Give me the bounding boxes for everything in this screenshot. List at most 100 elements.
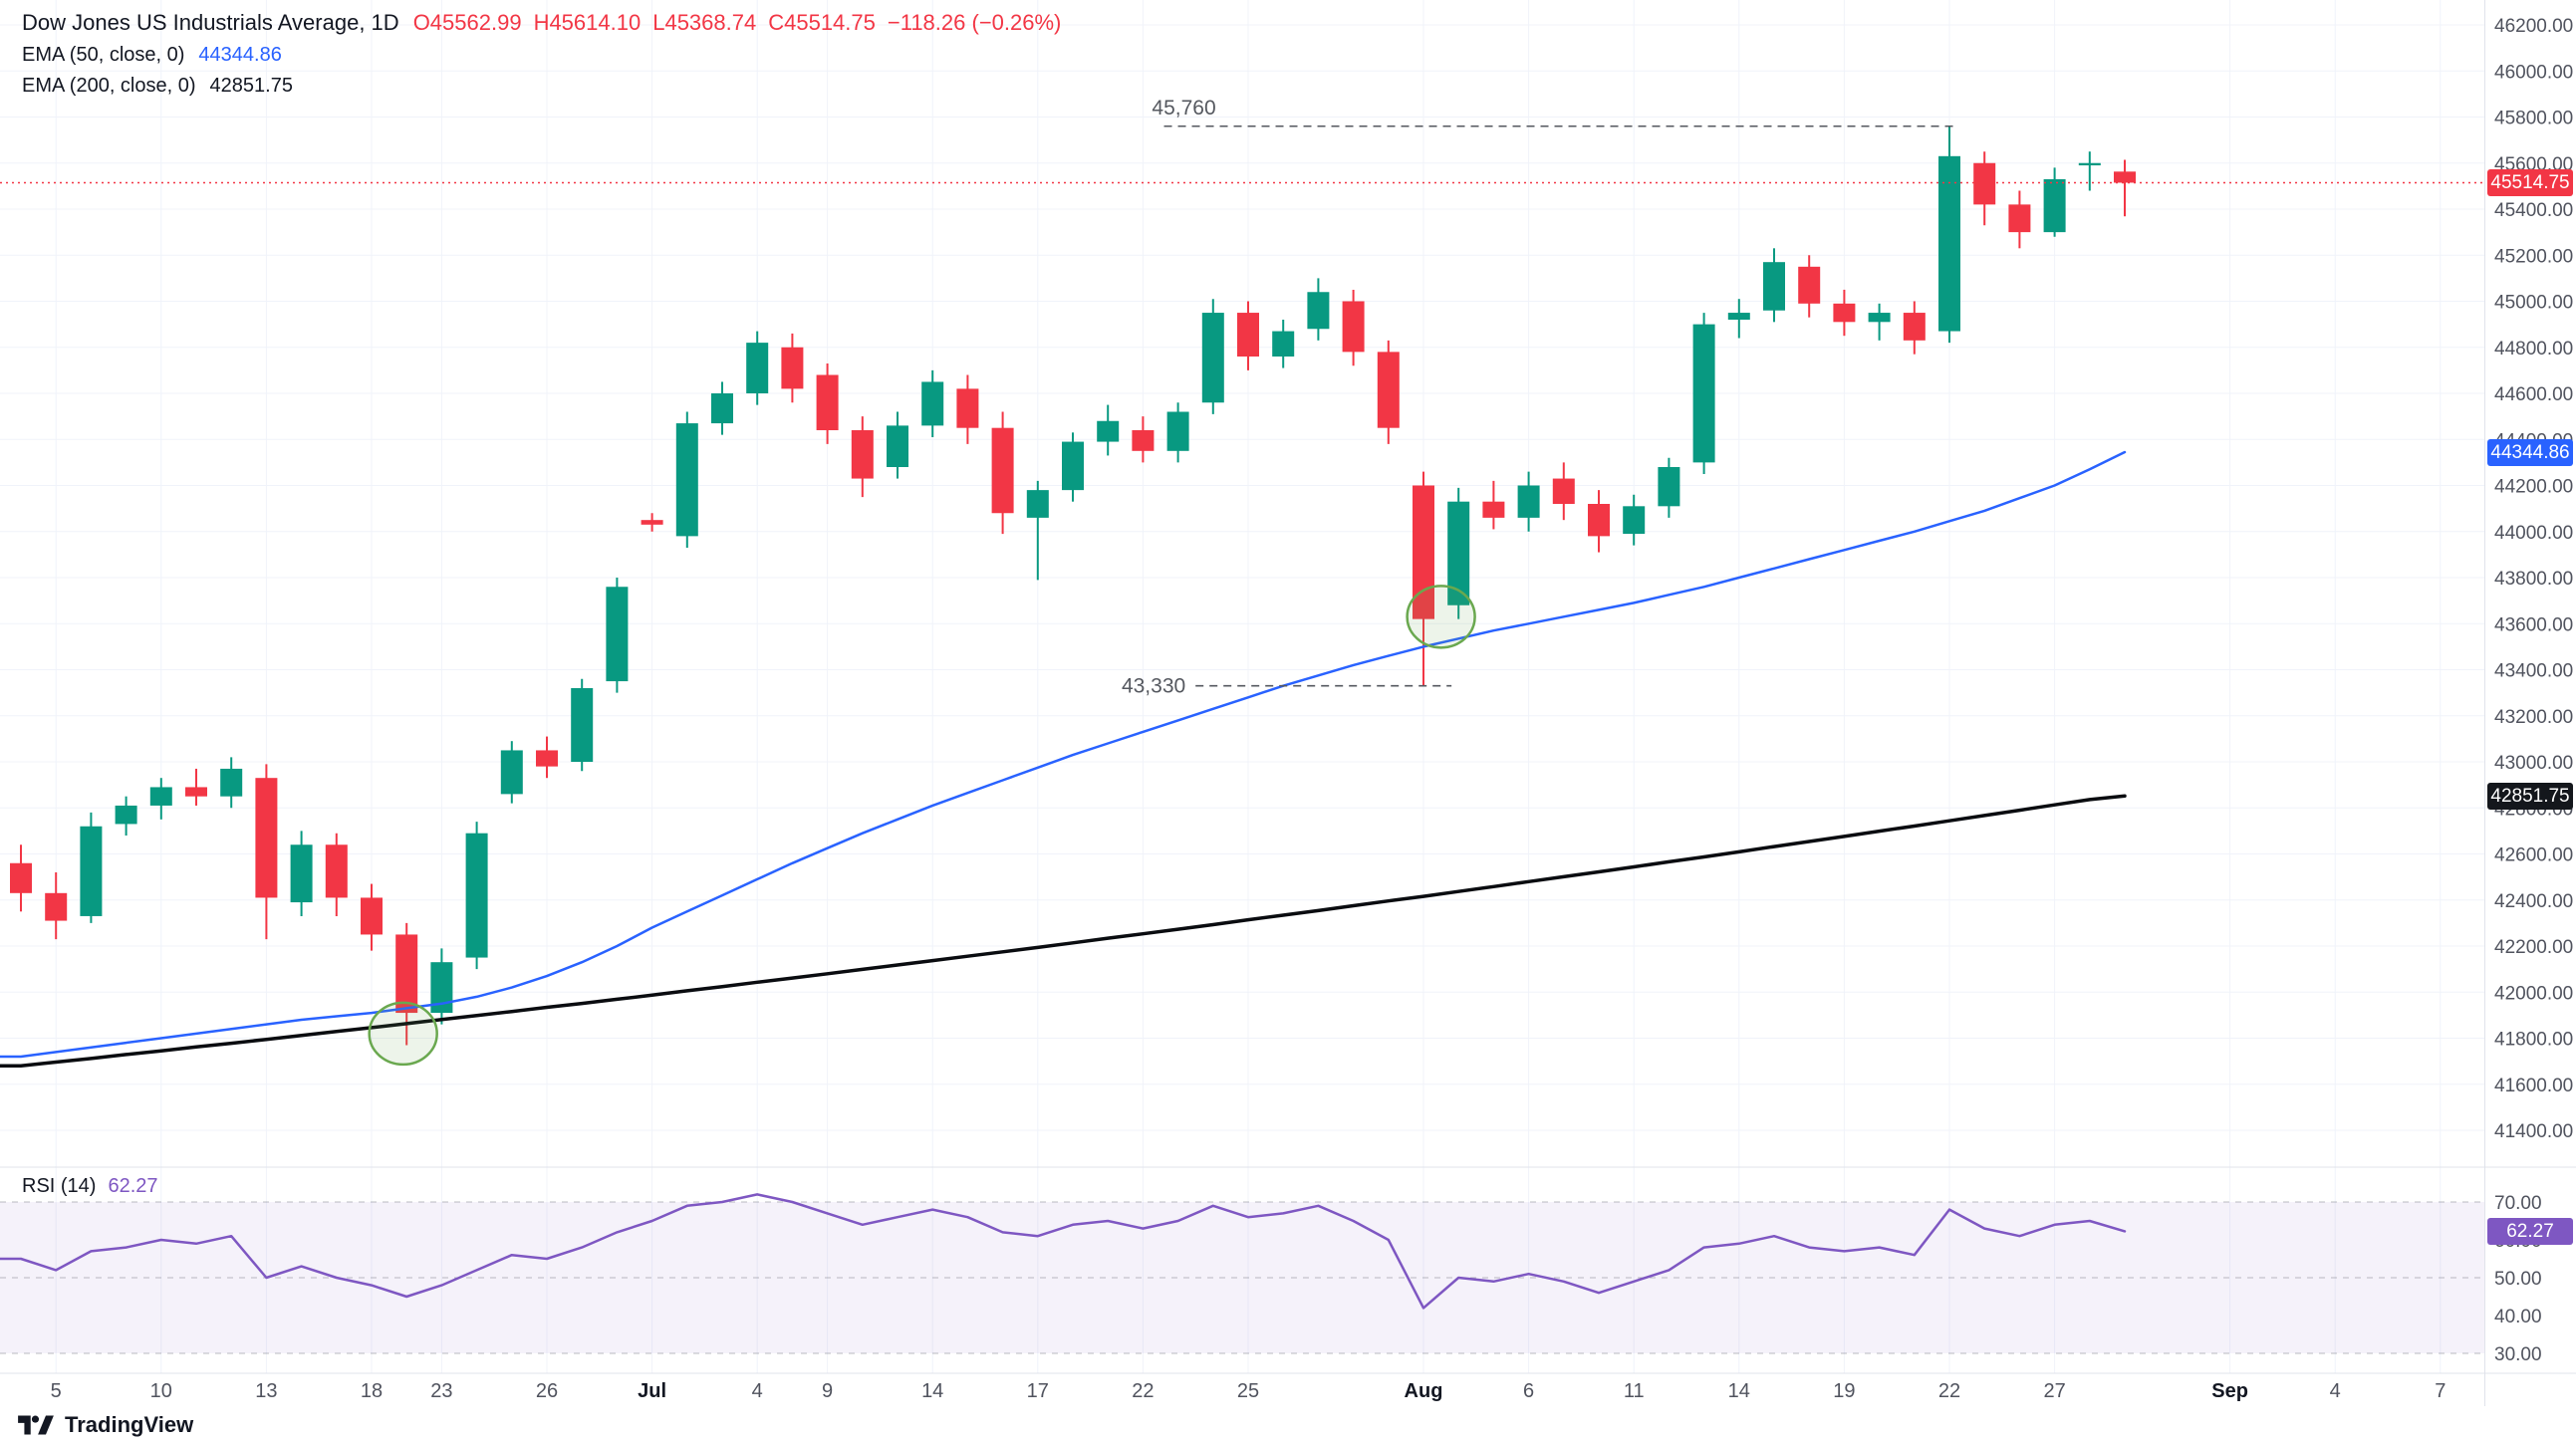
rsi-tick-label: 40.00 [2494, 1307, 2542, 1327]
candle[interactable] [921, 369, 944, 437]
price-tick-label: 44200.00 [2494, 477, 2573, 498]
price-tick-label: 46200.00 [2494, 16, 2573, 37]
candle[interactable] [1868, 303, 1891, 341]
candles [10, 125, 2136, 1046]
candle[interactable] [956, 374, 979, 444]
candle[interactable] [1413, 471, 1434, 686]
candle[interactable] [2078, 151, 2101, 191]
price-axis[interactable]: 46200.0046000.0045800.0045600.0045400.00… [2494, 16, 2573, 1365]
candle[interactable] [1552, 462, 1575, 521]
candle[interactable] [1447, 487, 1470, 619]
candle[interactable] [1062, 432, 1084, 502]
candle[interactable] [185, 768, 207, 806]
time-tick-label: 17 [1027, 1380, 1049, 1402]
symbol-legend-row: Dow Jones US Industrials Average, 1D O45… [22, 10, 1061, 44]
candle[interactable] [1833, 289, 1856, 337]
candle[interactable] [149, 778, 172, 820]
candle[interactable] [1903, 301, 1926, 355]
ema50-line[interactable] [0, 450, 2127, 1059]
candle[interactable] [2114, 159, 2136, 217]
candle[interactable] [500, 741, 523, 804]
time-tick-label: 4 [752, 1380, 763, 1402]
ema200-label[interactable]: EMA (200, close, 0) [22, 75, 196, 97]
candle[interactable] [991, 411, 1014, 535]
candle[interactable] [430, 948, 453, 1025]
candle[interactable] [816, 362, 839, 444]
candle[interactable] [1763, 248, 1785, 323]
candle[interactable] [1132, 416, 1155, 463]
highlight-circle[interactable] [368, 1001, 438, 1067]
candle[interactable] [711, 381, 733, 435]
time-tick-label: 14 [921, 1380, 943, 1402]
candle[interactable] [325, 833, 348, 916]
candle[interactable] [2043, 167, 2066, 237]
candle[interactable] [1623, 494, 1646, 546]
chart-legend: Dow Jones US Industrials Average, 1D O45… [22, 10, 1061, 106]
time-tick-label: 27 [2043, 1380, 2065, 1402]
candle[interactable] [10, 844, 32, 912]
candle[interactable] [1798, 255, 1821, 318]
price-tick-label: 42400.00 [2494, 891, 2573, 912]
candle[interactable] [1658, 457, 1680, 518]
candle[interactable] [1973, 151, 1996, 226]
candle[interactable] [1272, 320, 1295, 368]
candle[interactable] [781, 333, 804, 403]
candle[interactable] [1097, 404, 1120, 456]
ema50-label[interactable]: EMA (50, close, 0) [22, 44, 185, 66]
candle[interactable] [887, 411, 908, 479]
candle[interactable] [1026, 480, 1049, 581]
price-tick-label: 41400.00 [2494, 1121, 2573, 1142]
candle[interactable] [290, 831, 313, 916]
candle[interactable] [80, 812, 103, 923]
candle[interactable] [746, 331, 769, 405]
highlight-circle[interactable] [1406, 585, 1476, 649]
ema200-line[interactable] [0, 794, 2127, 1069]
price-tick-label: 43000.00 [2494, 753, 2573, 774]
rsi-label[interactable]: RSI (14) [22, 1175, 97, 1197]
rsi-line[interactable] [0, 1193, 2127, 1310]
candle[interactable] [1342, 289, 1365, 366]
candle[interactable] [1201, 299, 1224, 414]
time-tick-label: 11 [1624, 1380, 1645, 1402]
rsi-value-badge: 62.27 [2487, 1217, 2573, 1245]
candle[interactable] [1517, 471, 1540, 532]
candle[interactable] [851, 416, 874, 498]
low-value: L45368.74 [652, 10, 757, 35]
annotation-level-label[interactable]: 43,330 [1122, 675, 1185, 698]
candle[interactable] [675, 411, 698, 548]
tradingview-logo[interactable]: TradingView [16, 1412, 193, 1438]
close-value: C45514.75 [768, 10, 876, 35]
symbol-title[interactable]: Dow Jones US Industrials Average, 1D [22, 10, 399, 35]
candle[interactable] [45, 872, 68, 940]
time-axis[interactable]: 5 10 13 18 23 26 Jul 4 9 14 17 22 25 Aug 6 11 14 19 22 27 Se… [51, 1380, 2447, 1402]
candle[interactable] [361, 883, 383, 951]
ohlc-values: O45562.99 H45614.10 L45368.74 C45514.75 … [413, 10, 1062, 36]
candle[interactable] [1482, 480, 1505, 530]
candle[interactable] [2008, 190, 2031, 249]
candle[interactable] [1727, 299, 1750, 339]
candle[interactable] [115, 796, 137, 836]
candle[interactable] [1938, 125, 1960, 344]
time-tick-label: 6 [1523, 1380, 1534, 1402]
candle[interactable] [641, 513, 663, 532]
candle[interactable] [220, 757, 243, 809]
time-tick-label: Jul [638, 1380, 666, 1402]
candle[interactable] [536, 736, 558, 779]
time-tick-label: 22 [1132, 1380, 1154, 1402]
time-tick-label: 4 [2330, 1380, 2341, 1402]
candle[interactable] [1166, 402, 1189, 463]
candle[interactable] [571, 678, 594, 772]
candle[interactable] [1692, 313, 1715, 474]
time-tick-label: 7 [2435, 1380, 2446, 1402]
candle[interactable] [465, 822, 488, 970]
candle[interactable] [1237, 301, 1259, 370]
time-tick-label: 22 [1938, 1380, 1960, 1402]
time-tick-label: 19 [1833, 1380, 1855, 1402]
candle[interactable] [1377, 340, 1400, 444]
candle[interactable] [1588, 490, 1610, 553]
candle[interactable] [255, 764, 278, 940]
candle[interactable] [606, 578, 629, 693]
candle[interactable] [1307, 278, 1330, 341]
annotation-level-label[interactable]: 45,760 [1152, 97, 1215, 120]
